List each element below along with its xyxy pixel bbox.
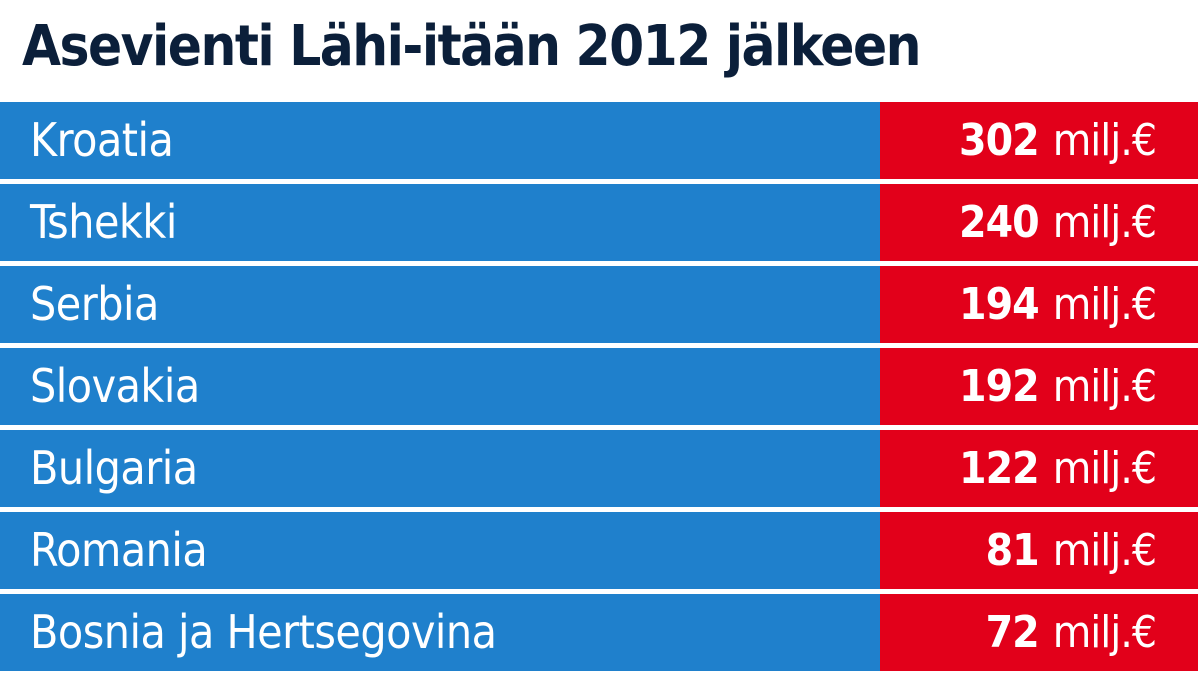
amount-cell: 122 milj.€ — [880, 430, 1198, 507]
country-cell: Slovakia — [0, 348, 880, 425]
amount-number: 194 — [959, 279, 1040, 330]
amount-number: 192 — [959, 361, 1040, 412]
country-cell: Serbia — [0, 266, 880, 343]
country-cell: Bosnia ja Hertsegovina — [0, 594, 880, 671]
amount-number: 240 — [959, 197, 1040, 248]
amount-number: 72 — [985, 607, 1040, 658]
amount-unit: milj.€ — [1052, 197, 1157, 248]
table-row: Tshekki 240 milj.€ — [0, 184, 1198, 261]
country-cell: Kroatia — [0, 102, 880, 179]
country-cell: Bulgaria — [0, 430, 880, 507]
amount-unit: milj.€ — [1052, 279, 1157, 330]
table-row: Kroatia 302 milj.€ — [0, 102, 1198, 179]
table-row: Serbia 194 milj.€ — [0, 266, 1198, 343]
amount-cell: 240 milj.€ — [880, 184, 1198, 261]
table: Kroatia 302 milj.€ Tshekki 240 milj.€ Serbia 19… — [0, 102, 1198, 676]
amount-unit: milj.€ — [1052, 361, 1157, 412]
amount-cell: 81 milj.€ — [880, 512, 1198, 589]
country-cell: Romania — [0, 512, 880, 589]
amount-cell: 194 milj.€ — [880, 266, 1198, 343]
title: Asevienti Lähi-itään 2012 jälkeen — [22, 14, 922, 79]
country-cell: Tshekki — [0, 184, 880, 261]
table-row: Slovakia 192 milj.€ — [0, 348, 1198, 425]
amount-unit: milj.€ — [1052, 525, 1157, 576]
amount-unit: milj.€ — [1052, 607, 1157, 658]
table-row: Romania 81 milj.€ — [0, 512, 1198, 589]
table-row: Bulgaria 122 milj.€ — [0, 430, 1198, 507]
amount-unit: milj.€ — [1052, 115, 1157, 166]
amount-cell: 72 milj.€ — [880, 594, 1198, 671]
table-row: Bosnia ja Hertsegovina 72 milj.€ — [0, 594, 1198, 671]
amount-cell: 302 milj.€ — [880, 102, 1198, 179]
amount-unit: milj.€ — [1052, 443, 1157, 494]
amount-cell: 192 milj.€ — [880, 348, 1198, 425]
amount-number: 302 — [959, 115, 1040, 166]
amount-number: 122 — [959, 443, 1040, 494]
amount-number: 81 — [985, 525, 1040, 576]
